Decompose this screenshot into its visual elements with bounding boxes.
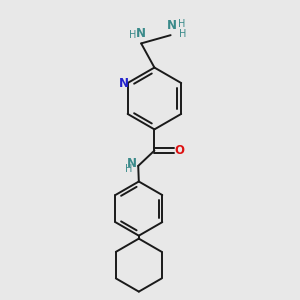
Text: O: O <box>175 144 185 157</box>
Text: H: H <box>178 19 185 29</box>
Text: N: N <box>136 27 146 40</box>
Text: N: N <box>127 157 137 170</box>
Text: H: H <box>129 30 137 40</box>
Text: N: N <box>119 76 129 89</box>
Text: N: N <box>167 19 177 32</box>
Text: H: H <box>125 164 133 174</box>
Text: H: H <box>179 29 187 39</box>
